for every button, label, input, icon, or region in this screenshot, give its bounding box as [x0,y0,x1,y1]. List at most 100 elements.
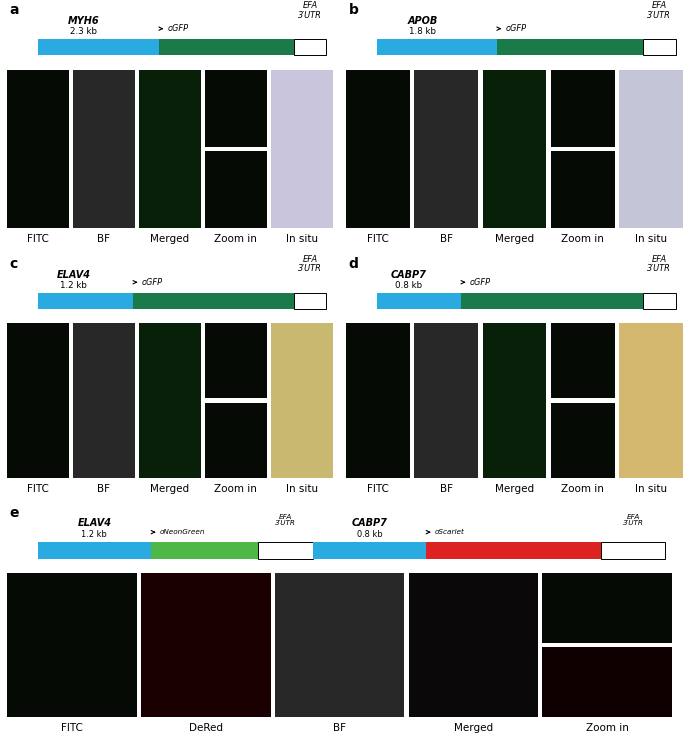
Bar [139,323,201,478]
Bar [551,403,615,478]
Text: FITC: FITC [368,484,390,494]
Bar [643,293,676,309]
Bar [205,323,267,398]
Bar [38,293,133,309]
Text: Merged: Merged [495,484,534,494]
Text: oGFP: oGFP [506,24,527,33]
Bar [409,573,539,717]
Bar [294,293,326,309]
Bar [461,293,643,309]
Bar [271,323,333,478]
Text: Zoom in: Zoom in [561,234,604,244]
Text: APOB: APOB [407,16,438,26]
Text: CABP7: CABP7 [351,517,388,528]
Text: EFA
3′UTR: EFA 3′UTR [648,1,671,20]
Text: 1.2 kb: 1.2 kb [60,281,87,290]
Bar [7,573,137,717]
Text: In situ: In situ [285,484,318,494]
Text: 2.3 kb: 2.3 kb [70,27,97,36]
Text: 0.8 kb: 0.8 kb [396,281,423,290]
Bar [643,39,676,55]
Text: ELAV4: ELAV4 [57,270,91,280]
Bar [133,293,294,309]
Text: DeRed: DeRed [189,723,223,733]
Text: oGFP: oGFP [470,278,491,287]
Bar [482,323,547,478]
Bar [497,39,643,55]
Text: oGFP: oGFP [167,24,189,33]
Text: BF: BF [440,234,453,244]
Text: a: a [9,3,19,17]
Bar [73,323,134,478]
Text: Merged: Merged [495,234,534,244]
Text: EFA
3′UTR: EFA 3′UTR [298,255,322,273]
Text: b: b [348,3,358,17]
Bar [7,70,69,228]
Bar [205,151,267,228]
Bar [601,542,665,559]
Text: FITC: FITC [27,484,49,494]
Text: Zoom in: Zoom in [214,484,257,494]
Text: EFA
3′UTR: EFA 3′UTR [298,1,322,20]
Bar [274,573,405,717]
Text: EFA
3′UTR: EFA 3′UTR [275,514,296,526]
Bar [619,70,683,228]
Text: Zoom in: Zoom in [586,723,629,733]
Text: In situ: In situ [635,234,667,244]
Text: Merged: Merged [150,234,189,244]
Text: Merged: Merged [454,723,493,733]
Text: FITC: FITC [368,234,390,244]
Bar [158,39,294,55]
Bar [426,542,601,559]
Bar [294,39,326,55]
Text: BF: BF [97,234,110,244]
Text: BF: BF [333,723,346,733]
Text: d: d [348,257,358,270]
Bar [205,70,267,147]
Bar [151,542,258,559]
Bar [346,70,410,228]
Text: BF: BF [97,484,110,494]
Bar [346,323,410,478]
Bar [414,323,478,478]
Bar [141,573,270,717]
Text: Zoom in: Zoom in [214,234,257,244]
Text: 1.8 kb: 1.8 kb [409,27,436,36]
Text: EFA
3′UTR: EFA 3′UTR [623,514,643,526]
Bar [258,542,313,559]
Text: oScarlet: oScarlet [435,529,465,535]
Bar [551,70,615,147]
Bar [271,70,333,228]
Bar [551,323,615,398]
Text: In situ: In situ [635,484,667,494]
Text: In situ: In situ [285,234,318,244]
Text: FITC: FITC [27,234,49,244]
Bar [73,70,134,228]
Text: EFA
3′UTR: EFA 3′UTR [648,255,671,273]
Text: MYH6: MYH6 [68,16,99,26]
Text: 1.2 kb: 1.2 kb [82,530,107,539]
Bar [38,39,158,55]
Bar [543,648,672,717]
Bar [7,323,69,478]
Text: FITC: FITC [61,723,83,733]
Bar [414,70,478,228]
Text: c: c [9,257,17,270]
Text: oGFP: oGFP [142,278,163,287]
Text: CABP7: CABP7 [391,270,427,280]
Text: 0.8 kb: 0.8 kb [357,530,382,539]
Text: Merged: Merged [150,484,189,494]
Bar [139,70,201,228]
Text: BF: BF [440,484,453,494]
Bar [377,39,497,55]
Bar [313,542,426,559]
Bar [377,293,461,309]
Text: Zoom in: Zoom in [561,484,604,494]
Text: oNeonGreen: oNeonGreen [160,529,205,535]
Bar [619,323,683,478]
Bar [551,151,615,228]
Bar [205,403,267,478]
Text: e: e [9,506,19,520]
Text: ELAV4: ELAV4 [78,517,111,528]
Bar [38,542,151,559]
